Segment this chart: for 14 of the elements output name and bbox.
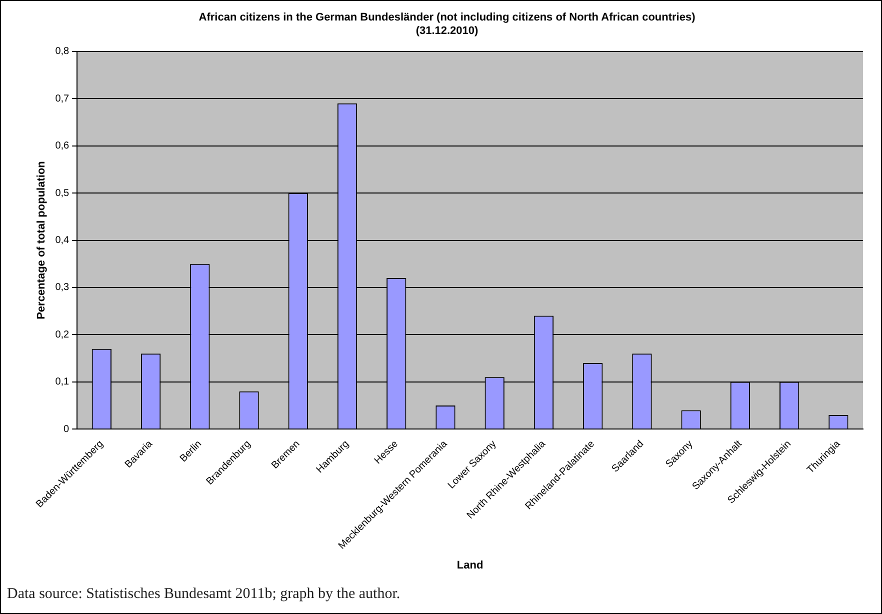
- y-tick-label: 0,6: [55, 140, 70, 152]
- source-note: Data source: Statistisches Bundesamt 2011b; graph by the author.: [7, 586, 400, 603]
- y-tick-label: 0,1: [55, 376, 70, 388]
- x-axis-title: Land: [456, 559, 484, 572]
- y-tick-label: 0,5: [55, 188, 70, 199]
- y-tick-label: 0,7: [55, 93, 70, 104]
- text: African citizens in the German Bundesländer (not including citizens of North African countries): [198, 12, 696, 24]
- y-tick-label: 0,3: [55, 282, 70, 294]
- y-tick-label: 0,8: [55, 46, 70, 58]
- text: (31.12.2010): [416, 24, 478, 37]
- y-tick-label: 0,2: [55, 329, 70, 340]
- y-tick-label: 0: [64, 424, 70, 435]
- y-tick-label: 0,4: [55, 235, 70, 246]
- y-axis-title: Percentage of total population: [36, 160, 48, 320]
